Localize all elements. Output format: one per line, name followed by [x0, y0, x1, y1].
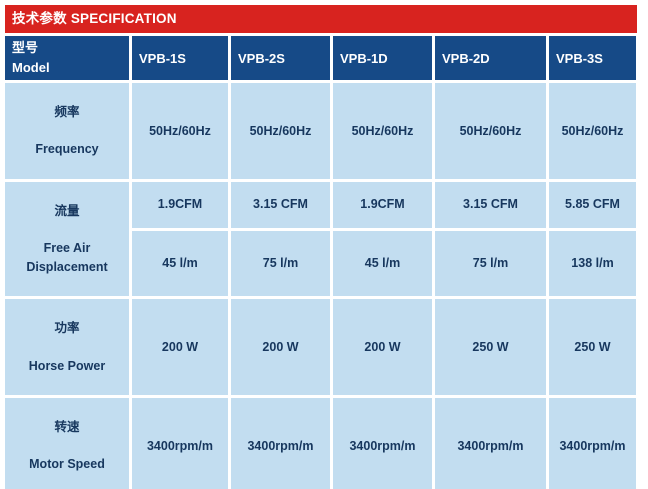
spec-table: 型号 Model VPB-1S VPB-2S VPB-1D VPB-2D VPB…: [2, 33, 639, 489]
horse-power-vpb-1d: 200 W: [333, 299, 432, 395]
motor-speed-vpb-1s: 3400rpm/m: [132, 398, 228, 489]
frequency-vpb-2d: 50Hz/60Hz: [435, 83, 546, 179]
row-motor-speed: 转速 Motor Speed 3400rpm/m 3400rpm/m 3400r…: [5, 398, 636, 489]
spec-title-zh: 技术参数: [12, 11, 67, 26]
fad-lm-vpb-2d: 75 l/m: [435, 230, 546, 297]
fad-cfm-vpb-1d: 1.9CFM: [333, 181, 432, 228]
col-header-vpb-2d: VPB-2D: [435, 36, 546, 80]
motor-speed-vpb-1d: 3400rpm/m: [333, 398, 432, 489]
model-header-zh: 型号: [12, 39, 39, 55]
row-label-motor-speed-en: Motor Speed: [29, 457, 105, 472]
row-frequency: 频率 Frequency 50Hz/60Hz 50Hz/60Hz 50Hz/60…: [5, 83, 636, 179]
row-label-motor-speed-zh: 转速: [54, 419, 80, 434]
row-free-air-displacement-lm: 45 l/m 75 l/m 45 l/m 75 l/m 138 l/m: [5, 230, 636, 297]
fad-cfm-vpb-1s: 1.9CFM: [132, 181, 228, 228]
fad-cfm-vpb-3s: 5.85 CFM: [549, 181, 636, 228]
row-label-motor-speed: 转速 Motor Speed: [5, 398, 129, 489]
col-header-vpb-1s: VPB-1S: [132, 36, 228, 80]
row-label-free-air-displacement: 流量 Free Air Displacement: [5, 181, 129, 297]
header-row: 型号 Model VPB-1S VPB-2S VPB-1D VPB-2D VPB…: [5, 36, 636, 80]
horse-power-vpb-2d: 250 W: [435, 299, 546, 395]
row-horse-power: 功率 Horse Power 200 W 200 W 200 W 250 W 2…: [5, 299, 636, 395]
frequency-vpb-2s: 50Hz/60Hz: [231, 83, 330, 179]
frequency-vpb-1d: 50Hz/60Hz: [333, 83, 432, 179]
motor-speed-vpb-2d: 3400rpm/m: [435, 398, 546, 489]
frequency-vpb-1s: 50Hz/60Hz: [132, 83, 228, 179]
motor-speed-vpb-3s: 3400rpm/m: [549, 398, 636, 489]
spec-title-en: SPECIFICATION: [70, 11, 177, 26]
frequency-vpb-3s: 50Hz/60Hz: [549, 83, 636, 179]
row-label-horse-power-en: Horse Power: [28, 358, 106, 373]
row-label-frequency-zh: 频率: [54, 104, 80, 119]
motor-speed-vpb-2s: 3400rpm/m: [231, 398, 330, 489]
fad-lm-vpb-1s: 45 l/m: [132, 230, 228, 297]
horse-power-vpb-3s: 250 W: [549, 299, 636, 395]
model-header-en: Model: [12, 60, 50, 75]
horse-power-vpb-1s: 200 W: [132, 299, 228, 395]
model-header-cell: 型号 Model: [5, 36, 129, 80]
row-label-frequency: 频率 Frequency: [5, 83, 129, 179]
col-header-vpb-3s: VPB-3S: [549, 36, 636, 80]
row-free-air-displacement-cfm: 流量 Free Air Displacement 1.9CFM 3.15 CFM…: [5, 181, 636, 297]
fad-cfm-vpb-2d: 3.15 CFM: [435, 181, 546, 228]
fad-cfm-vpb-2s: 3.15 CFM: [231, 181, 330, 228]
fad-lm-vpb-1d: 45 l/m: [333, 230, 432, 297]
row-label-free-air-displacement-en: Free Air Displacement: [26, 241, 108, 274]
horse-power-vpb-2s: 200 W: [231, 299, 330, 395]
fad-lm-vpb-3s: 138 l/m: [549, 230, 636, 297]
row-label-frequency-en: Frequency: [35, 142, 99, 157]
col-header-vpb-2s: VPB-2S: [231, 36, 330, 80]
row-label-free-air-displacement-zh: 流量: [54, 203, 80, 218]
row-label-horse-power: 功率 Horse Power: [5, 299, 129, 395]
col-header-vpb-1d: VPB-1D: [333, 36, 432, 80]
spec-title-bar: 技术参数 SPECIFICATION: [5, 5, 637, 33]
row-label-horse-power-zh: 功率: [54, 321, 80, 335]
fad-lm-vpb-2s: 75 l/m: [231, 230, 330, 297]
